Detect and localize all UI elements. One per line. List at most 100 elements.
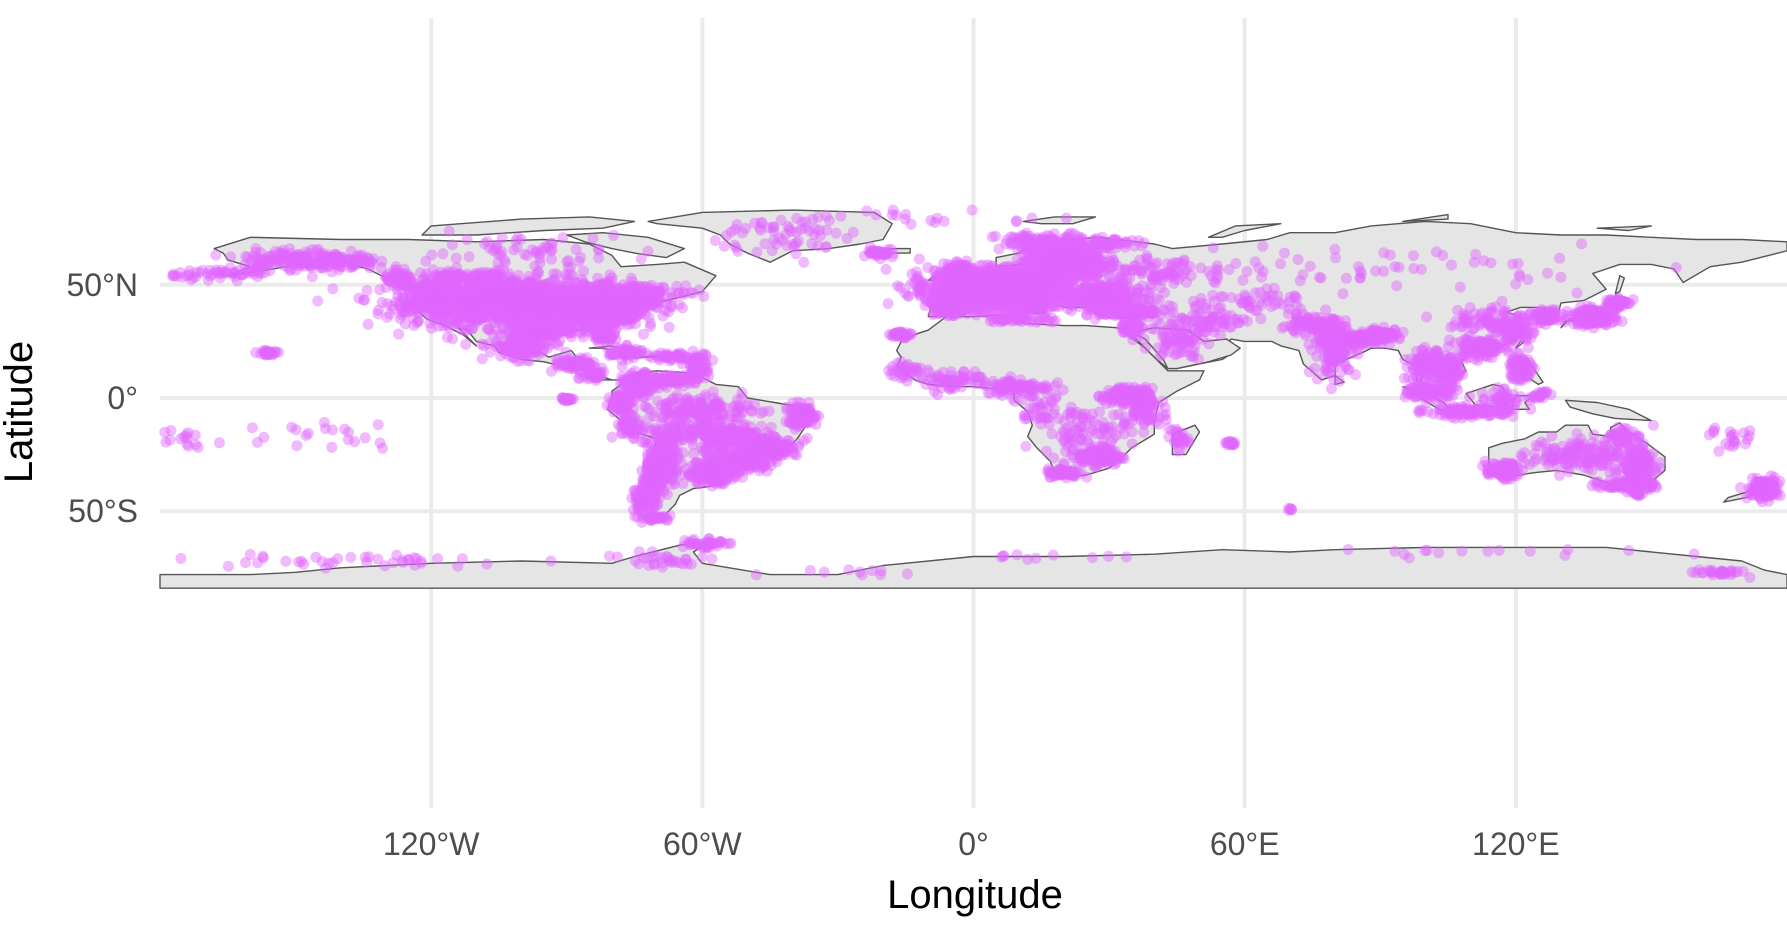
observation-point (262, 256, 273, 267)
observation-point (458, 312, 469, 323)
observation-point (523, 271, 534, 282)
observation-point (451, 253, 462, 264)
observation-point (521, 320, 532, 331)
gridlines (160, 18, 1787, 808)
observation-point (326, 266, 337, 277)
observation-point (491, 341, 502, 352)
observation-point (653, 451, 664, 462)
observation-point (246, 265, 257, 276)
observation-point (599, 289, 610, 300)
observation-point (678, 287, 689, 298)
observation-point (531, 339, 542, 350)
observation-point (488, 269, 499, 280)
observation-point (388, 304, 399, 315)
observation-point (307, 271, 318, 282)
observation-point (203, 275, 214, 286)
observation-point (754, 465, 765, 476)
observation-point (215, 272, 226, 283)
observation-point (585, 326, 596, 337)
observation-point (453, 269, 464, 280)
observation-point (531, 246, 542, 257)
land-new-guinea (1566, 400, 1652, 420)
observation-point (715, 465, 726, 476)
observation-point (591, 371, 602, 382)
observation-point (694, 458, 705, 469)
observation-point (407, 304, 418, 315)
observation-point (608, 230, 619, 241)
observation-point (587, 233, 598, 244)
observation-point (447, 295, 458, 306)
observation-point (184, 265, 195, 276)
observation-point (477, 353, 488, 364)
observation-point (363, 319, 374, 330)
observation-point (664, 322, 675, 333)
observation-point (587, 303, 598, 314)
observation-point (595, 319, 606, 330)
observation-point (312, 296, 323, 307)
observation-point (353, 293, 364, 304)
observation-point (240, 251, 251, 262)
observation-point (225, 262, 236, 273)
observation-point (615, 286, 626, 297)
observation-point (330, 252, 341, 263)
observation-point (652, 471, 663, 482)
observation-point (167, 271, 178, 282)
observation-point (501, 306, 512, 317)
observation-point (447, 239, 458, 250)
observation-point (642, 287, 653, 298)
observation-point (420, 256, 431, 267)
observation-point (493, 315, 504, 326)
observation-point (546, 254, 557, 265)
observation-point (399, 279, 410, 290)
observation-point (650, 350, 661, 361)
observation-point (625, 378, 636, 389)
observation-point (578, 277, 589, 288)
land-severnaya-zemlya (1403, 215, 1448, 222)
observation-point (380, 271, 391, 282)
observation-point (422, 301, 433, 312)
observation-point (194, 267, 205, 278)
observation-point (776, 450, 787, 461)
observation-point (541, 241, 552, 252)
observation-point (364, 262, 375, 273)
observation-point (625, 395, 636, 406)
observation-point (593, 245, 604, 256)
observation-point (225, 251, 236, 262)
observation-point (508, 353, 519, 364)
observation-point (307, 244, 318, 255)
observation-point (627, 410, 638, 421)
observation-point (553, 340, 564, 351)
observation-point (629, 282, 640, 293)
observation-point (634, 495, 645, 506)
observation-point (516, 234, 527, 245)
observation-point (505, 334, 516, 345)
observation-point (571, 244, 582, 255)
observation-point (698, 291, 709, 302)
observation-point (346, 246, 357, 257)
observation-point (517, 347, 528, 358)
observation-point (393, 329, 404, 340)
observation-point (575, 304, 586, 315)
observation-point (645, 486, 656, 497)
observation-point (666, 463, 677, 474)
observation-point (727, 467, 738, 478)
observation-point (421, 268, 432, 279)
observation-point (782, 441, 793, 452)
observation-point (522, 250, 533, 261)
observation-point (617, 315, 628, 326)
observation-point (557, 232, 568, 243)
observation-point (702, 473, 713, 484)
observation-point (643, 246, 654, 257)
observation-point (492, 303, 503, 314)
observation-point (578, 266, 589, 277)
observation-point (478, 267, 489, 278)
land-new-siberian-islands (1597, 226, 1651, 231)
observation-point (547, 324, 558, 335)
observation-point (287, 256, 298, 267)
observation-point (347, 256, 358, 267)
observation-point (478, 340, 489, 351)
observation-point (565, 262, 576, 273)
observation-point (672, 351, 683, 362)
